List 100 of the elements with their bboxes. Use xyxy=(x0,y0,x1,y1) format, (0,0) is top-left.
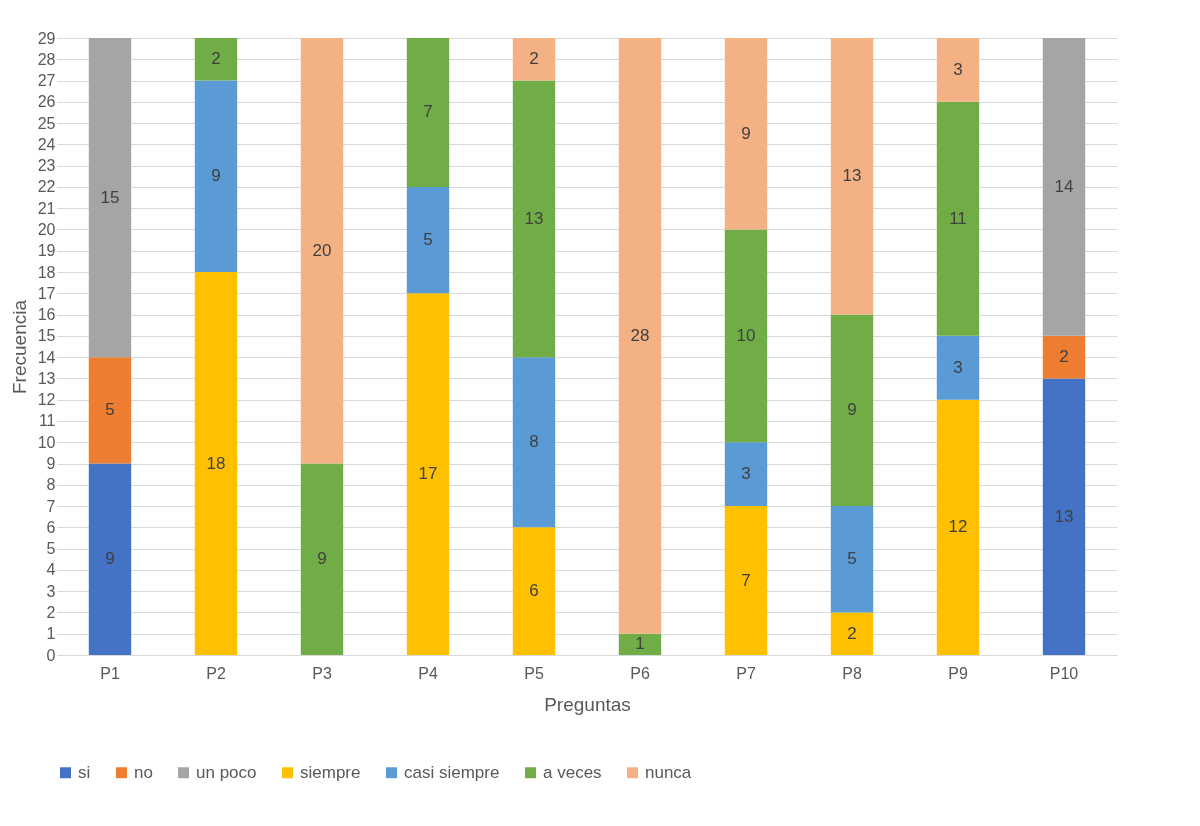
bar xyxy=(618,633,662,655)
data-label: 1 xyxy=(635,634,645,654)
bar xyxy=(1042,335,1086,379)
y-tick-label: 12 xyxy=(37,391,56,409)
legend-label: un poco xyxy=(196,762,257,782)
data-label: 7 xyxy=(741,570,751,590)
bar xyxy=(936,38,980,102)
data-label: 5 xyxy=(105,400,115,420)
data-label: 8 xyxy=(529,432,539,452)
x-tick-label: P3 xyxy=(312,664,332,682)
data-label: 9 xyxy=(211,166,221,186)
y-tick-label: 1 xyxy=(46,625,56,643)
bar xyxy=(936,335,980,400)
data-label: 2 xyxy=(529,49,539,69)
bar xyxy=(512,38,556,81)
x-tick-label: P8 xyxy=(842,664,862,682)
bar xyxy=(830,314,874,507)
bar xyxy=(830,506,874,613)
y-tick-label: 27 xyxy=(37,72,56,90)
bar xyxy=(724,442,768,507)
y-tick-label: 26 xyxy=(37,93,56,111)
bar xyxy=(1042,378,1086,655)
y-tick-label: 20 xyxy=(37,220,56,238)
data-label: 15 xyxy=(100,187,120,207)
data-label: 6 xyxy=(529,581,539,601)
data-label: 9 xyxy=(105,549,115,569)
y-tick-label: 0 xyxy=(46,646,56,664)
y-tick-label: 6 xyxy=(46,518,56,536)
bar xyxy=(830,38,874,315)
x-axis-title: Preguntas xyxy=(544,693,631,715)
bar xyxy=(512,80,556,358)
x-tick-label: P4 xyxy=(418,664,438,682)
y-axis-title: Frecuencia xyxy=(8,299,30,394)
bar xyxy=(406,293,450,655)
data-label: 2 xyxy=(211,49,221,69)
bar xyxy=(406,38,450,187)
y-tick-label: 4 xyxy=(46,561,56,579)
data-label: 3 xyxy=(953,357,963,377)
data-label: 3 xyxy=(953,59,963,79)
y-tick-label: 23 xyxy=(37,157,56,175)
data-label: 9 xyxy=(847,400,857,420)
bar xyxy=(300,38,344,464)
y-tick-label: 10 xyxy=(37,433,56,451)
y-tick-label: 19 xyxy=(37,242,56,260)
legend-label: casi siempre xyxy=(404,762,500,782)
y-tick-label: 22 xyxy=(37,178,56,196)
y-tick-label: 3 xyxy=(46,582,56,600)
bar xyxy=(88,463,132,655)
data-label: 5 xyxy=(847,549,857,569)
bar xyxy=(618,38,662,634)
bar xyxy=(512,527,556,655)
bar xyxy=(88,38,132,358)
y-tick-label: 5 xyxy=(46,540,56,558)
y-tick-label: 21 xyxy=(37,199,56,217)
data-label: 10 xyxy=(736,325,756,345)
x-tick-label: P9 xyxy=(948,664,968,682)
data-label: 3 xyxy=(741,464,751,484)
x-tick-label: P2 xyxy=(206,664,226,682)
y-tick-label: 15 xyxy=(37,327,56,345)
data-label: 9 xyxy=(741,123,751,143)
data-label: 20 xyxy=(312,240,332,260)
y-tick-label: 9 xyxy=(46,455,56,473)
x-tick-label: P1 xyxy=(100,664,120,682)
bar xyxy=(936,399,980,655)
y-tick-label: 13 xyxy=(37,369,56,387)
data-label: 28 xyxy=(630,325,650,345)
y-tick-label: 8 xyxy=(46,476,56,494)
data-label: 7 xyxy=(423,102,433,122)
bar xyxy=(194,272,238,655)
y-tick-label: 14 xyxy=(37,348,56,366)
bar xyxy=(724,229,768,443)
bar xyxy=(936,101,980,336)
legend-label: no xyxy=(134,762,153,782)
bar xyxy=(1042,38,1086,336)
y-tick-label: 2 xyxy=(46,603,56,621)
y-tick-label: 16 xyxy=(37,306,56,324)
bar xyxy=(194,80,238,273)
data-label: 9 xyxy=(317,549,327,569)
data-label: 2 xyxy=(847,623,857,643)
bar xyxy=(194,38,238,81)
x-tick-label: P10 xyxy=(1049,664,1079,682)
y-tick-label: 24 xyxy=(37,135,56,153)
bar xyxy=(88,357,132,464)
data-label: 13 xyxy=(1054,506,1074,526)
y-tick-label: 7 xyxy=(46,497,56,515)
legend-label: a veces xyxy=(543,762,602,782)
data-label: 2 xyxy=(1059,347,1069,367)
y-tick-label: 18 xyxy=(37,263,56,281)
data-label: 12 xyxy=(948,517,968,537)
x-tick-label: P5 xyxy=(524,664,544,682)
legend-label: siempre xyxy=(300,762,361,782)
bar xyxy=(406,186,450,294)
bar xyxy=(830,612,874,655)
data-label: 14 xyxy=(1054,176,1074,196)
bar xyxy=(512,357,556,528)
y-tick-label: 11 xyxy=(38,412,56,430)
data-label: 18 xyxy=(206,453,226,473)
data-label: 17 xyxy=(418,464,438,484)
y-tick-label: 17 xyxy=(37,284,56,302)
x-tick-label: P6 xyxy=(630,664,650,682)
